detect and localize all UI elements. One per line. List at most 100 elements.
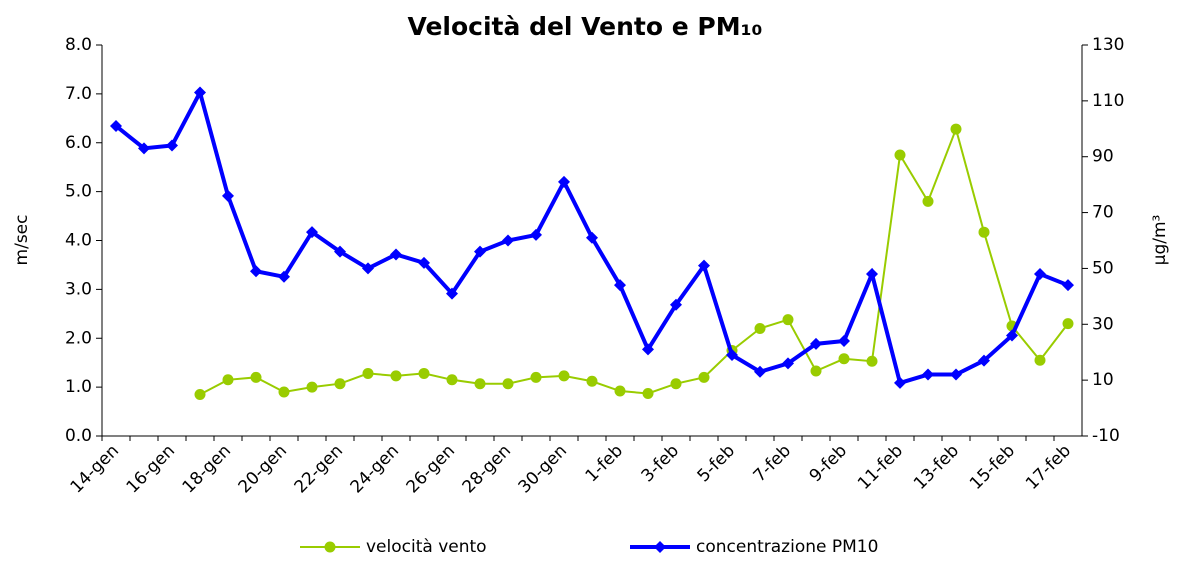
- data-point: [866, 268, 878, 281]
- legend-label: concentrazione PM10: [696, 537, 878, 557]
- y-tick-label: 6.0: [65, 133, 92, 153]
- chart-title: Velocità del Vento e PM₁₀: [407, 12, 762, 41]
- x-tick-label: 17-feb: [1022, 441, 1075, 494]
- y2-tick-label: 130: [1092, 35, 1124, 55]
- data-point: [390, 248, 402, 261]
- data-point: [334, 378, 346, 390]
- data-point: [418, 256, 430, 269]
- y-tick-label: 8.0: [65, 35, 92, 55]
- data-point: [782, 314, 794, 326]
- data-point: [110, 119, 122, 132]
- data-point: [950, 368, 962, 381]
- y-tick-label: 0.0: [65, 426, 92, 446]
- data-point: [558, 370, 570, 382]
- data-point: [670, 298, 682, 311]
- data-point: [810, 365, 822, 377]
- data-point: [306, 226, 318, 239]
- data-point: [474, 378, 486, 390]
- data-point: [782, 357, 794, 370]
- data-point: [324, 541, 336, 553]
- legend-label: velocità vento: [366, 537, 487, 557]
- data-point: [950, 123, 962, 135]
- data-point: [586, 375, 598, 387]
- data-point: [894, 149, 906, 161]
- x-tick-label: 7-feb: [750, 441, 795, 486]
- data-point: [194, 388, 206, 400]
- y-tick-label: 7.0: [65, 84, 92, 104]
- data-point: [978, 226, 990, 238]
- data-point: [698, 259, 710, 272]
- x-tick-label: 14-gen: [67, 441, 123, 497]
- y2-tick-label: 90: [1092, 147, 1114, 167]
- data-point: [558, 175, 570, 188]
- x-tick-label: 3-feb: [638, 441, 683, 486]
- data-point: [222, 374, 234, 386]
- x-tick-label: 16-gen: [123, 441, 179, 497]
- y2-tick-label: 70: [1092, 203, 1114, 223]
- data-point: [166, 139, 178, 152]
- data-point: [922, 195, 934, 207]
- data-point: [838, 335, 850, 348]
- y2-tick-label: 110: [1092, 91, 1124, 111]
- data-point: [222, 189, 234, 202]
- data-point: [250, 371, 262, 383]
- data-point: [698, 371, 710, 383]
- data-point: [642, 387, 654, 399]
- data-point: [362, 367, 374, 379]
- data-point: [530, 371, 542, 383]
- x-tick-label: 28-gen: [459, 441, 515, 497]
- data-point: [894, 376, 906, 389]
- y-tick-label: 1.0: [65, 377, 92, 397]
- data-point: [250, 265, 262, 278]
- x-tick-label: 26-gen: [403, 441, 459, 497]
- data-point: [654, 541, 666, 553]
- data-point: [1062, 318, 1074, 330]
- data-point: [278, 386, 290, 398]
- data-point: [726, 349, 738, 362]
- x-tick-label: 13-feb: [910, 441, 963, 494]
- y-tick-label: 4.0: [65, 231, 92, 251]
- x-tick-label: 30-gen: [515, 441, 571, 497]
- data-point: [614, 385, 626, 397]
- data-point: [1006, 329, 1018, 342]
- data-point: [1034, 268, 1046, 281]
- x-tick-label: 22-gen: [291, 441, 347, 497]
- data-point: [670, 378, 682, 390]
- data-point: [530, 228, 542, 241]
- y-tick-label: 3.0: [65, 279, 92, 299]
- data-point: [810, 337, 822, 350]
- y2-axis-label: µg/m³: [1150, 215, 1170, 266]
- y2-tick-label: 30: [1092, 314, 1114, 334]
- data-point: [502, 378, 514, 390]
- y2-tick-label: -10: [1092, 426, 1120, 446]
- data-point: [1034, 354, 1046, 366]
- y-tick-label: 5.0: [65, 182, 92, 202]
- x-tick-label: 1-feb: [582, 441, 627, 486]
- data-point: [194, 86, 206, 99]
- y-tick-label: 2.0: [65, 328, 92, 348]
- data-point: [362, 262, 374, 275]
- x-tick-label: 24-gen: [347, 441, 403, 497]
- data-point: [978, 354, 990, 367]
- y2-tick-label: 10: [1092, 370, 1114, 390]
- x-tick-label: 20-gen: [235, 441, 291, 497]
- data-point: [1062, 279, 1074, 292]
- series-line: [199, 125, 1069, 396]
- x-tick-label: 11-feb: [854, 441, 907, 494]
- data-point: [642, 343, 654, 356]
- x-tick-label: 9-feb: [806, 441, 851, 486]
- data-point: [390, 370, 402, 382]
- data-point: [922, 368, 934, 381]
- data-point: [838, 353, 850, 365]
- data-point: [866, 355, 878, 367]
- data-point: [586, 231, 598, 244]
- data-point: [502, 234, 514, 247]
- data-point: [614, 279, 626, 292]
- data-point: [278, 270, 290, 283]
- y2-tick-label: 50: [1092, 258, 1114, 278]
- data-point: [334, 245, 346, 258]
- x-tick-label: 15-feb: [966, 441, 1019, 494]
- data-point: [446, 287, 458, 300]
- data-point: [446, 374, 458, 386]
- data-point: [418, 367, 430, 379]
